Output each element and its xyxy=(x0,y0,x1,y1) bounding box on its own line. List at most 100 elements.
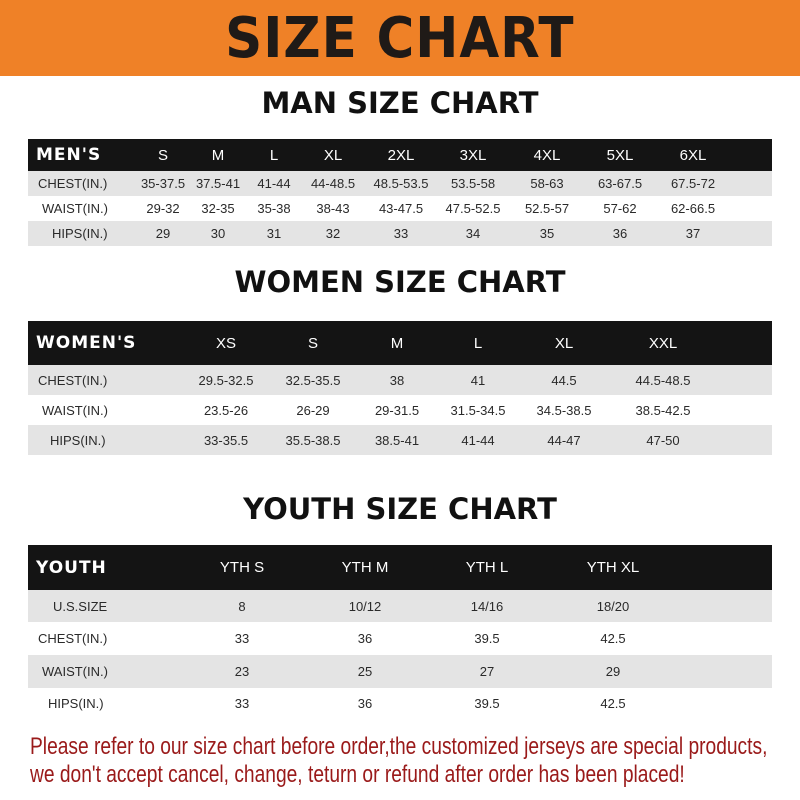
table-cell: 36 xyxy=(612,226,628,241)
table-cell: 39.5 xyxy=(474,696,500,711)
table-cell: 38.5-42.5 xyxy=(635,402,691,418)
size-column-header: XXL xyxy=(648,334,678,352)
row-label: WAIST(IN.) xyxy=(42,402,108,418)
table-title-cell: MEN'S xyxy=(36,145,102,165)
women-size-table: WOMEN'S XS S M L XL XXL CHEST(IN.) 29.5-32.5 32.5… xyxy=(28,321,772,455)
table-cell: 44-47 xyxy=(547,432,581,448)
table-cell: 36 xyxy=(357,631,373,646)
table-cell: 48.5-53.5 xyxy=(373,176,429,191)
notice-line-2: we don't accept cancel, change, teturn o… xyxy=(30,761,685,788)
size-column-header: 4XL xyxy=(533,146,561,164)
table-cell: 37.5-41 xyxy=(195,176,241,191)
youth-header-row: YOUTH YTH S YTH M YTH L YTH XL xyxy=(28,545,772,590)
size-column-header: XS xyxy=(215,334,237,352)
table-cell: 29-31.5 xyxy=(374,402,420,418)
size-column-header: 6XL xyxy=(679,146,707,164)
table-cell: 41-44 xyxy=(257,176,291,191)
table-cell: 10/12 xyxy=(348,598,382,614)
table-cell: 29 xyxy=(155,226,171,241)
table-cell: 63-67.5 xyxy=(597,176,643,191)
size-column-header: XL xyxy=(323,146,343,164)
men-header-row: MEN'S S M L XL 2XL 3XL 4XL 5XL 6XL xyxy=(28,139,772,171)
row-label: WAIST(IN.) xyxy=(42,664,108,679)
table-cell: 62-66.5 xyxy=(670,201,716,216)
table-row: WAIST(IN.) 23 25 27 29 xyxy=(28,655,772,688)
size-column-header: S xyxy=(157,146,169,164)
women-header-row: WOMEN'S XS S M L XL XXL xyxy=(28,321,772,365)
order-notice: Please refer to our size chart before or… xyxy=(30,733,790,789)
table-cell: 35.5-38.5 xyxy=(285,432,341,448)
table-cell: 29-32 xyxy=(146,201,180,216)
table-row: HIPS(IN.) 29 30 31 32 33 34 35 36 37 xyxy=(28,221,772,246)
table-cell: 35-38 xyxy=(257,201,291,216)
table-cell: 14/16 xyxy=(470,598,504,614)
table-cell: 32 xyxy=(325,226,341,241)
table-row: CHEST(IN.) 35-37.5 37.5-41 41-44 44-48.5 48.5… xyxy=(28,171,772,196)
row-label: HIPS(IN.) xyxy=(52,226,108,241)
table-cell: 26-29 xyxy=(296,402,330,418)
table-cell: 52.5-57 xyxy=(524,201,570,216)
table-row: HIPS(IN.) 33-35.5 35.5-38.5 38.5-41 41-44 44-… xyxy=(28,425,772,455)
table-cell: 67.5-72 xyxy=(670,176,716,191)
table-title-cell: WOMEN'S xyxy=(36,333,137,353)
table-cell: 29.5-32.5 xyxy=(198,372,254,388)
table-cell: 44.5 xyxy=(551,372,577,388)
table-cell: 41-44 xyxy=(461,432,495,448)
men-section-title: MAN SIZE CHART xyxy=(261,86,539,120)
row-label: HIPS(IN.) xyxy=(48,696,104,711)
table-cell: 44.5-48.5 xyxy=(635,372,691,388)
men-size-table: MEN'S S M L XL 2XL 3XL 4XL 5XL 6XL CHEST(IN.) 35-37… xyxy=(28,139,772,246)
size-column-header: YTH M xyxy=(341,559,389,576)
size-column-header: L xyxy=(473,334,483,352)
notice-line-1: Please refer to our size chart before or… xyxy=(30,733,768,760)
row-label: CHEST(IN.) xyxy=(38,372,108,388)
size-column-header: S xyxy=(307,334,319,352)
size-column-header: 2XL xyxy=(387,146,415,164)
table-cell: 44-48.5 xyxy=(310,176,356,191)
table-cell: 31.5-34.5 xyxy=(450,402,506,418)
banner-title: SIZE CHART xyxy=(225,5,575,71)
table-cell: 41 xyxy=(470,372,486,388)
table-cell: 58-63 xyxy=(530,176,564,191)
table-row: WAIST(IN.) 23.5-26 26-29 29-31.5 31.5-34.5 34… xyxy=(28,395,772,425)
table-row: CHEST(IN.) 29.5-32.5 32.5-35.5 38 41 44.5 44.5… xyxy=(28,365,772,395)
table-cell: 38 xyxy=(389,372,405,388)
youth-section-title: YOUTH SIZE CHART xyxy=(243,492,557,526)
row-label: WAIST(IN.) xyxy=(42,201,108,216)
table-cell: 31 xyxy=(266,226,282,241)
table-cell: 37 xyxy=(685,226,701,241)
table-cell: 32-35 xyxy=(201,201,235,216)
table-cell: 35 xyxy=(539,226,555,241)
table-cell: 36 xyxy=(357,696,373,711)
table-cell: 8 xyxy=(238,598,246,614)
table-cell: 43-47.5 xyxy=(378,201,424,216)
table-cell: 39.5 xyxy=(474,631,500,646)
table-cell: 23.5-26 xyxy=(203,402,249,418)
table-row: U.S.SIZE 8 10/12 14/16 18/20 xyxy=(28,590,772,622)
table-cell: 57-62 xyxy=(603,201,637,216)
table-cell: 42.5 xyxy=(600,696,626,711)
row-label: CHEST(IN.) xyxy=(38,176,108,191)
table-cell: 42.5 xyxy=(600,631,626,646)
table-cell: 33 xyxy=(234,631,250,646)
size-column-header: M xyxy=(211,146,225,164)
table-cell: 53.5-58 xyxy=(450,176,496,191)
size-column-header: YTH S xyxy=(219,559,265,576)
size-column-header: XL xyxy=(554,334,574,352)
table-cell: 33-35.5 xyxy=(203,432,249,448)
table-cell: 33 xyxy=(234,696,250,711)
table-cell: 30 xyxy=(210,226,226,241)
women-section-title: WOMEN SIZE CHART xyxy=(234,265,566,299)
table-title-cell: YOUTH xyxy=(36,557,107,578)
size-column-header: M xyxy=(390,334,404,352)
size-column-header: 3XL xyxy=(459,146,487,164)
table-cell: 35-37.5 xyxy=(140,176,186,191)
table-cell: 25 xyxy=(357,664,373,679)
table-row: WAIST(IN.) 29-32 32-35 35-38 38-43 43-47.5 47.… xyxy=(28,196,772,221)
table-row: CHEST(IN.) 33 36 39.5 42.5 xyxy=(28,622,772,655)
table-cell: 33 xyxy=(393,226,409,241)
table-row: HIPS(IN.) 33 36 39.5 42.5 xyxy=(28,688,772,719)
row-label: HIPS(IN.) xyxy=(50,432,106,448)
size-column-header: L xyxy=(269,146,279,164)
table-cell: 47.5-52.5 xyxy=(445,201,501,216)
